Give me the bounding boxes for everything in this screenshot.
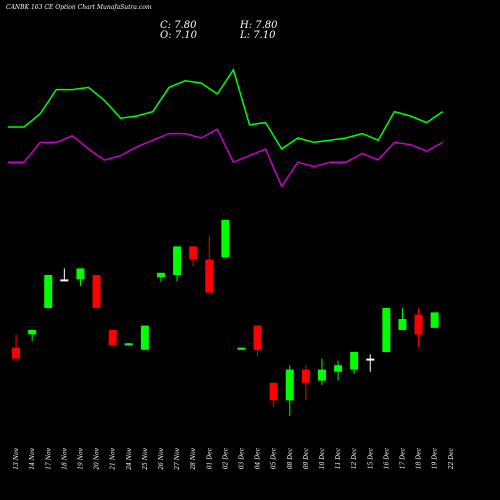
candle-body <box>44 275 53 308</box>
candle-body <box>414 314 423 335</box>
chart-title: CANBK 163 CE Option Chart MunafaSutra.co… <box>6 4 152 11</box>
candle-body <box>12 347 21 359</box>
x-tick-label: 24 Nov <box>126 447 133 470</box>
x-tick-label: 25 Nov <box>142 447 149 470</box>
x-tick-label: 08 Dec <box>287 447 294 469</box>
x-tick-label: 04 Dec <box>255 447 262 469</box>
x-tick-label: 05 Dec <box>271 447 278 469</box>
x-tick-label: 09 Dec <box>303 447 310 469</box>
series-line-green <box>8 68 444 151</box>
x-tick-label: 22 Dec <box>448 447 455 470</box>
high-value: H: 7.80 <box>240 20 278 31</box>
series-line-magenta <box>8 128 444 188</box>
candle-body <box>221 220 230 258</box>
x-tick-label: 10 Dec <box>319 447 326 469</box>
x-tick-label: 03 Dec <box>238 447 245 469</box>
x-tick-label: 18 Nov <box>61 447 68 469</box>
low-value: L: 7.10 <box>240 30 276 41</box>
candle-body <box>60 279 69 282</box>
candle-body <box>334 365 343 372</box>
candle-body <box>156 272 165 278</box>
x-tick-label: 20 Nov <box>94 447 101 470</box>
x-tick-label: 01 Dec <box>206 447 213 469</box>
candle-body <box>398 319 407 330</box>
candle-body <box>253 325 262 350</box>
candle-body <box>140 325 149 350</box>
candle-body <box>350 352 359 370</box>
x-tick-label: 11 Dec <box>335 447 342 469</box>
x-tick-label: 13 Nov <box>13 447 20 469</box>
x-tick-label: 14 Nov <box>29 447 36 469</box>
x-tick-label: 28 Nov <box>190 447 197 470</box>
candle-body <box>366 358 375 361</box>
x-tick-label: 21 Nov <box>110 447 117 470</box>
candle-body <box>28 330 37 335</box>
candle-body <box>285 369 294 401</box>
x-tick-label: 12 Dec <box>351 447 358 469</box>
x-tick-label: 17 Dec <box>399 447 406 469</box>
candle-body <box>76 268 85 280</box>
candle-body <box>317 369 326 381</box>
candle-body <box>173 246 182 275</box>
x-tick-label: 19 Dec <box>432 447 439 469</box>
candle-body <box>430 312 439 328</box>
close-value: C: 7.80 <box>160 20 197 31</box>
open-value: O: 7.10 <box>160 30 198 41</box>
candle-body <box>269 382 278 401</box>
x-tick-label: 27 Nov <box>174 447 181 470</box>
x-tick-label: 26 Nov <box>158 447 165 470</box>
x-tick-label: 02 Dec <box>222 447 229 469</box>
x-tick-label: 18 Dec <box>416 447 423 469</box>
candle-body <box>205 259 214 293</box>
candle-body <box>382 308 391 352</box>
x-tick-label: 16 Dec <box>383 447 390 469</box>
candle-body <box>92 275 101 308</box>
candle-body <box>301 369 310 383</box>
x-tick-label: 15 Dec <box>367 447 374 469</box>
candle-body <box>237 347 246 350</box>
candle-body <box>124 343 133 346</box>
x-tick-label: 17 Nov <box>45 447 52 469</box>
candle-body <box>189 246 198 260</box>
candle-body <box>108 330 117 346</box>
x-tick-label: 19 Nov <box>77 447 84 469</box>
